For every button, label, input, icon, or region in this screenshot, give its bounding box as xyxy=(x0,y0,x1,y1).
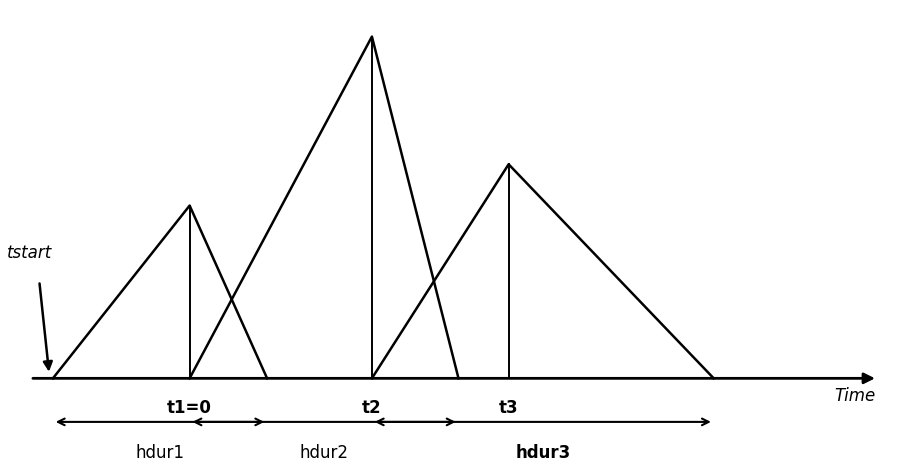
Text: Time: Time xyxy=(834,387,876,405)
Text: t1=0: t1=0 xyxy=(167,399,212,418)
Text: hdur1: hdur1 xyxy=(136,445,184,463)
Text: tstart: tstart xyxy=(7,244,52,262)
Text: hdur3: hdur3 xyxy=(515,445,570,463)
Text: t3: t3 xyxy=(499,399,518,418)
Text: hdur2: hdur2 xyxy=(300,445,348,463)
Text: t2: t2 xyxy=(362,399,381,418)
